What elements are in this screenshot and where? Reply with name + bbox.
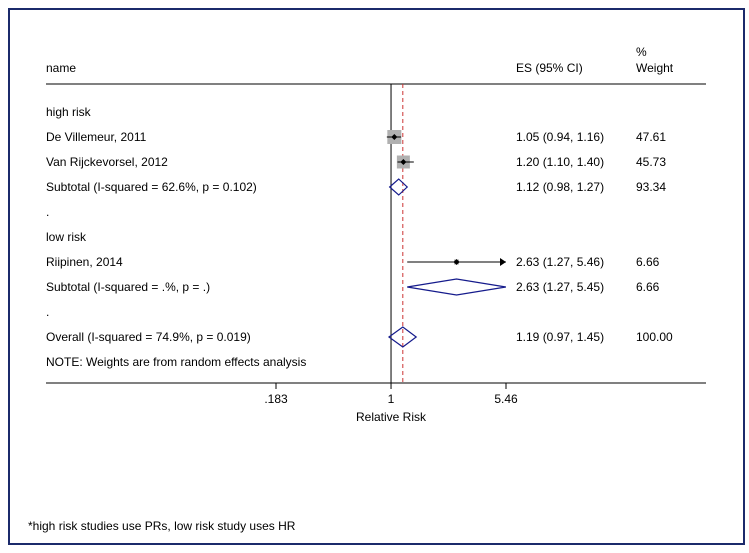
row-es: 1.20 (1.10, 1.40) [516, 155, 604, 169]
col-header-name: name [46, 61, 76, 75]
row-es: 1.05 (0.94, 1.16) [516, 130, 604, 144]
row-weight: 45.73 [636, 155, 666, 169]
col-header-weight-bottom: Weight [636, 61, 674, 75]
row-weight: 6.66 [636, 255, 660, 269]
row-weight: 93.34 [636, 180, 666, 194]
row-label: Riipinen, 2014 [46, 255, 123, 269]
forest-plot-frame: name ES (95% CI)% Weight high risk De Villem… [8, 8, 745, 545]
subtotal-diamond [390, 179, 408, 195]
row-label: NOTE: Weights are from random effects an… [46, 355, 306, 369]
row-label: Subtotal (I-squared = 62.6%, p = 0.102) [46, 180, 257, 194]
footnote-text: *high risk studies use PRs, low risk stu… [28, 519, 295, 533]
col-header-es: ES (95% CI) [516, 61, 583, 75]
row-label: . [46, 305, 49, 319]
row-es: 2.63 (1.27, 5.46) [516, 255, 604, 269]
row-weight: 47.61 [636, 130, 666, 144]
axis-tick-label: .183 [264, 392, 288, 406]
row-label: Van Rijckevorsel, 2012 [46, 155, 168, 169]
row-es: 1.12 (0.98, 1.27) [516, 180, 604, 194]
row-es: 2.63 (1.27, 5.45) [516, 280, 604, 294]
forest-plot-svg: name ES (95% CI)% Weight high risk De Villem… [46, 38, 706, 468]
row-label: . [46, 205, 49, 219]
subtotal-diamond [407, 279, 506, 295]
axis-tick-label: 1 [388, 392, 395, 406]
row-weight: 6.66 [636, 280, 660, 294]
row-label: high risk [46, 105, 92, 119]
row-label: Subtotal (I-squared = .%, p = .) [46, 280, 210, 294]
row-label: De Villemeur, 2011 [46, 130, 147, 144]
row-label: Overall (I-squared = 74.9%, p = 0.019) [46, 330, 251, 344]
row-es: 1.19 (0.97, 1.45) [516, 330, 604, 344]
axis-tick-label: 5.46 [494, 392, 518, 406]
col-header-weight-top: % [636, 45, 647, 59]
row-weight: 100.00 [636, 330, 673, 344]
x-axis-label: Relative Risk [356, 410, 427, 424]
row-label: low risk [46, 230, 87, 244]
forest-plot: name ES (95% CI)% Weight high risk De Villem… [46, 38, 706, 468]
ci-arrow [500, 258, 506, 266]
